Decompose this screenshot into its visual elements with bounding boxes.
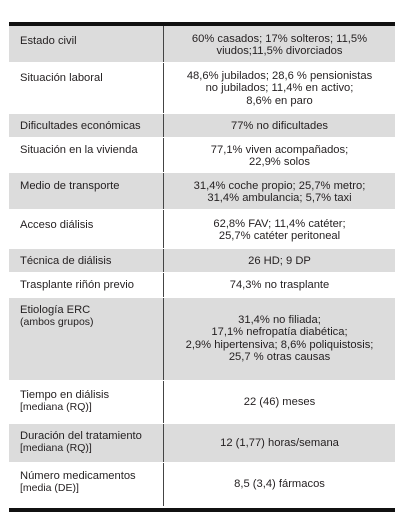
table-row-duracion: Duración del tratamiento [mediana (RQ)] … (9, 424, 395, 463)
row-value: 31,4% no filiada; 17,1% nefropatía diabé… (185, 314, 374, 363)
row-value: 74,3% no trasplante (229, 279, 330, 291)
row-label: Situación en la vivienda (9, 138, 164, 172)
table-row-estado-civil: Estado civil 60% casados; 17% solteros; … (9, 26, 395, 63)
table-row-transporte: Medio de transporte 31,4% coche propio; … (9, 173, 395, 210)
row-label-main: Número medicamentos (20, 470, 136, 482)
row-value: 22 (46) meses (243, 395, 316, 408)
table-row-dificultades: Dificultades económicas 77% no dificulta… (9, 114, 395, 138)
table-row-tiempo-dialisis: Tiempo en diálisis [mediana (RQ)] 22 (46… (9, 381, 395, 424)
table-row-etiologia: Etiología ERC (ambos grupos) 31,4% no fi… (9, 298, 395, 381)
row-label-main: Tiempo en diálisis (20, 389, 110, 401)
row-label: Medio de transporte (9, 173, 164, 209)
table-row-trasplante: Trasplante riñón previo 74,3% no traspla… (9, 273, 395, 298)
table-bottom-rule (9, 508, 395, 512)
row-label: Etiología ERC (ambos grupos) (9, 298, 164, 380)
row-value: 26 HD; 9 DP (248, 255, 311, 267)
row-value: 12 (1,77) horas/semana (220, 436, 339, 449)
table-row-vivienda: Situación en la vivienda 77,1% viven aco… (9, 138, 395, 173)
row-label: Número medicamentos [media (DE)] (9, 463, 164, 506)
row-value: 31,4% coche propio; 25,7% metro; 31,4% a… (193, 180, 366, 205)
row-value: 62,8% FAV; 11,4% catéter; 25,7% catéter … (213, 218, 346, 243)
table-row-situacion-laboral: Situación laboral 48,6% jubilados; 28,6 … (9, 63, 395, 114)
row-value: 60% casados; 17% solteros; 11,5% viudos;… (191, 33, 368, 58)
row-label-sub: [mediana (RQ)] (20, 401, 92, 413)
row-label: Trasplante riñón previo (9, 273, 164, 297)
row-label: Técnica de diálisis (9, 249, 164, 272)
row-value: 77% no dificultades (230, 120, 329, 132)
row-label: Acceso diálisis (9, 210, 164, 248)
table-row-medicamentos: Número medicamentos [media (DE)] 8,5 (3,… (9, 463, 395, 507)
row-label-sub: [mediana (RQ)] (20, 442, 92, 454)
table-top-rule (9, 22, 395, 26)
row-label: Tiempo en diálisis [mediana (RQ)] (9, 381, 164, 423)
row-label: Dificultades económicas (9, 114, 164, 137)
row-label: Situación laboral (9, 63, 164, 113)
row-value: 77,1% viven acompañados; 22,9% solos (210, 144, 349, 169)
row-label-sub: [media (DE)] (20, 482, 79, 494)
demographics-table: Estado civil 60% casados; 17% solteros; … (9, 26, 395, 507)
row-value: 48,6% jubilados; 28,6 % pensionistas no … (186, 70, 373, 107)
row-label: Duración del tratamiento [mediana (RQ)] (9, 424, 164, 462)
table-row-tecnica: Técnica de diálisis 26 HD; 9 DP (9, 249, 395, 273)
table-row-acceso: Acceso diálisis 62,8% FAV; 11,4% catéter… (9, 210, 395, 249)
row-label-main: Duración del tratamiento (20, 430, 142, 442)
row-label: Estado civil (9, 26, 164, 62)
row-value: 8,5 (3,4) fármacos (234, 478, 325, 491)
row-label-sub: (ambos grupos) (20, 316, 94, 328)
row-label-main: Etiología ERC (20, 304, 91, 316)
